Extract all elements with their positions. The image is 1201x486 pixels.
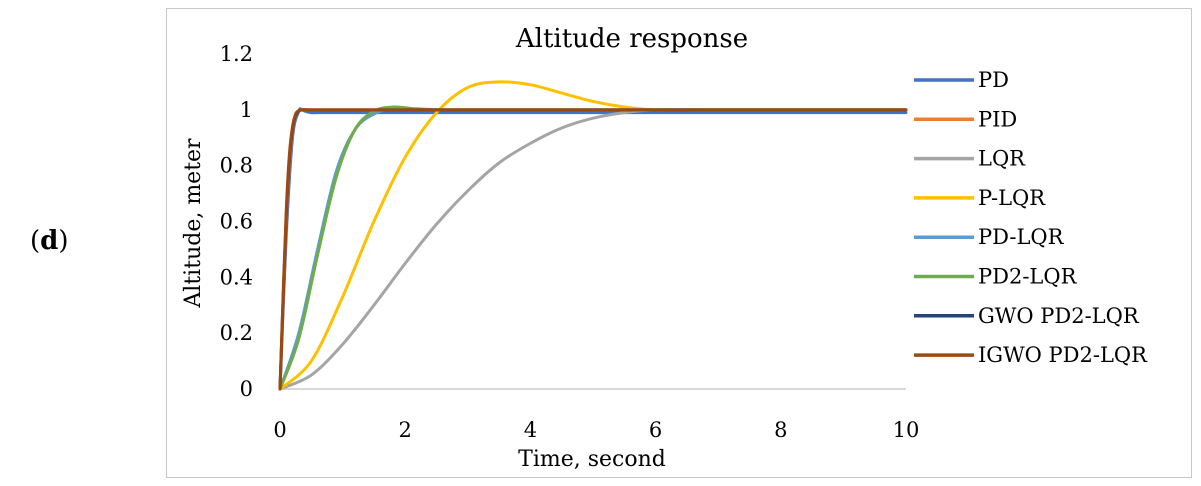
- series-line-pd: [278, 107, 908, 391]
- legend-label: PID: [978, 107, 1017, 131]
- series-line-gwo-pd2-lqr: [278, 108, 908, 391]
- y-tick-label: 0.4: [220, 265, 253, 289]
- chart-title: Altitude response: [515, 24, 748, 54]
- legend-label: LQR: [978, 147, 1026, 171]
- series-line-pid: [278, 108, 908, 391]
- panel-label: (d): [30, 226, 69, 256]
- y-tick-label: 1.2: [220, 42, 253, 66]
- x-axis-label: Time, second: [518, 447, 666, 472]
- legend-item-p-lqr: P-LQR: [914, 186, 1046, 210]
- chart-frame: [166, 8, 1192, 478]
- legend: PD PID LQR P-LQR PD-LQR PD2-LQR GWO PD2-LQR IGW…: [914, 68, 1148, 367]
- x-tick-label: 6: [649, 418, 662, 442]
- y-tick-label: 1: [240, 98, 253, 122]
- series-line-pd-lqr: [278, 106, 908, 391]
- x-tick-label: 4: [524, 418, 537, 442]
- y-tick-label: 0: [240, 377, 253, 401]
- legend-item-lqr: LQR: [914, 147, 1026, 171]
- panel-label-open: (: [30, 226, 41, 256]
- legend-item-pid: PID: [914, 107, 1017, 131]
- legend-label: PD: [978, 68, 1009, 92]
- x-tick-label: 0: [273, 418, 286, 442]
- legend-item-gwo-pd2-lqr: GWO PD2-LQR: [914, 304, 1140, 328]
- legend-item-igwo-pd2-lqr: IGWO PD2-LQR: [914, 343, 1148, 367]
- y-axis-label: Altitude, meter: [181, 138, 206, 309]
- legend-item-pd2-lqr: PD2-LQR: [914, 265, 1078, 289]
- panel-label-close: ): [58, 226, 69, 256]
- legend-label: PD-LQR: [978, 225, 1065, 249]
- y-tick-label: 0.8: [220, 154, 253, 178]
- series-line-pd2-lqr: [278, 105, 908, 391]
- x-tick-label: 8: [774, 418, 787, 442]
- series-line-lqr: [278, 108, 908, 391]
- y-tick-label: 0.6: [220, 210, 253, 234]
- x-tick-label: 10: [893, 418, 920, 442]
- series-line-p-lqr: [278, 80, 908, 391]
- panel-label-letter: d: [40, 226, 59, 256]
- series-lines: [278, 80, 908, 391]
- y-tick-label: 0.2: [220, 321, 253, 345]
- legend-label: GWO PD2-LQR: [978, 304, 1140, 328]
- legend-item-pd-lqr: PD-LQR: [914, 225, 1065, 249]
- legend-label: PD2-LQR: [978, 265, 1078, 289]
- axes: 0 2 4 6 8 10 0 0.2 0.4 0.6 0.8 1 1.2: [220, 42, 920, 442]
- legend-label: P-LQR: [978, 186, 1046, 210]
- legend-item-pd: PD: [914, 68, 1009, 92]
- series-line-igwo-pd2-lqr: [278, 108, 908, 391]
- x-tick-label: 2: [399, 418, 412, 442]
- legend-label: IGWO PD2-LQR: [978, 343, 1148, 367]
